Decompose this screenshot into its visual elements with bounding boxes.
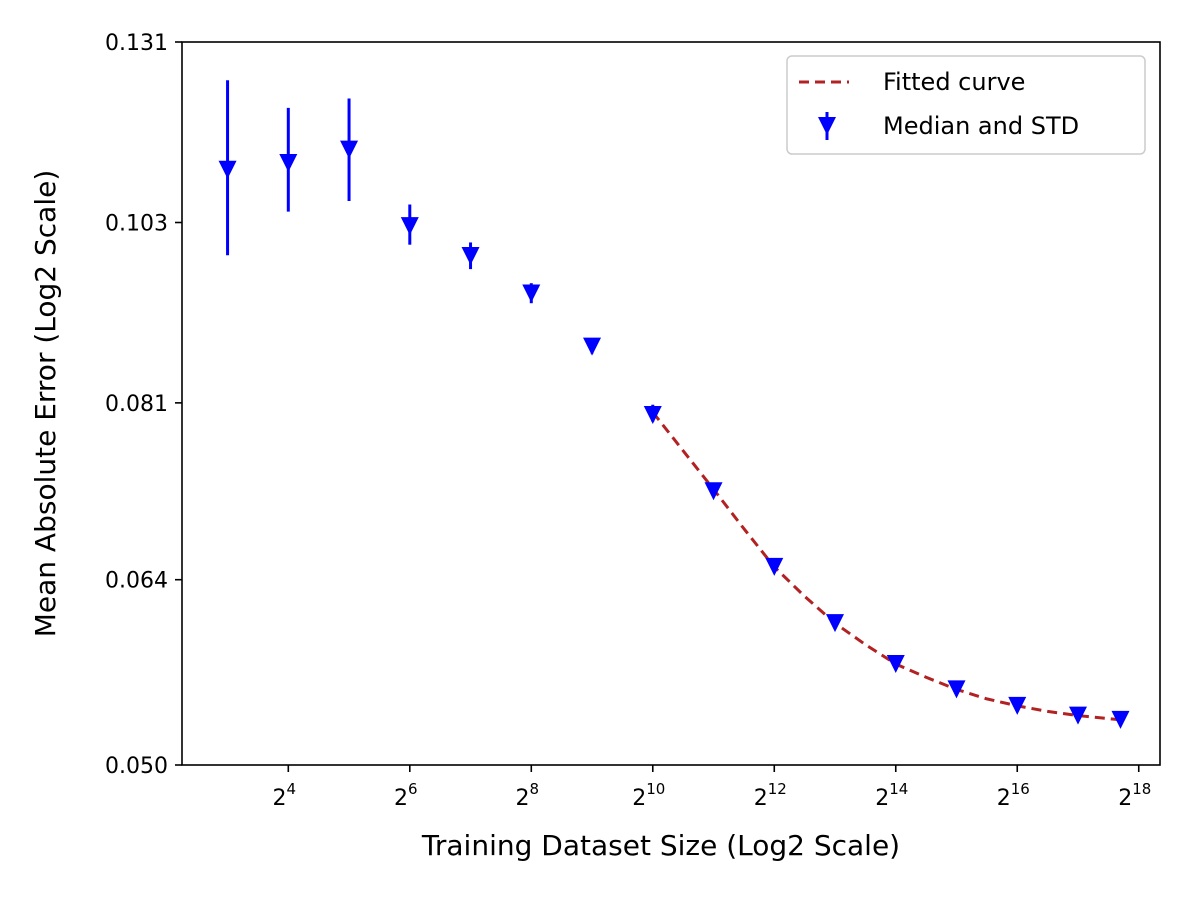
x-tick-label: 28 xyxy=(516,780,540,811)
median-marker xyxy=(1008,696,1027,715)
x-tick-label: 24 xyxy=(273,780,297,811)
legend-box xyxy=(786,55,1146,155)
y-tick-label: 0.064 xyxy=(105,569,168,594)
median-marker xyxy=(1068,706,1087,725)
legend-median-std-swatch xyxy=(818,112,836,140)
median-marker xyxy=(583,337,602,356)
x-tick-label: 214 xyxy=(875,780,908,811)
median-marker xyxy=(947,680,966,699)
y-tick-label: 0.050 xyxy=(105,754,168,779)
median-marker xyxy=(643,406,662,425)
y-tick-label: 0.131 xyxy=(105,31,168,56)
x-tick-label: 216 xyxy=(997,780,1030,811)
x-tick-label: 218 xyxy=(1118,780,1151,811)
median-marker xyxy=(1111,710,1130,729)
legend-triangle-sample xyxy=(818,117,836,135)
x-tick-label: 210 xyxy=(632,780,665,811)
median-marker xyxy=(279,153,298,172)
y-tick-label: 0.081 xyxy=(105,392,168,417)
median-marker xyxy=(522,284,541,303)
x-axis-title: Training Dataset Size (Log2 Scale) xyxy=(421,829,900,862)
median-marker xyxy=(826,614,845,633)
y-axis-title: Mean Absolute Error (Log2 Scale) xyxy=(29,170,62,638)
fitted-curve-line xyxy=(651,411,1121,722)
y-axis: 0.050 0.064 0.081 0.103 0.131 xyxy=(105,31,182,779)
median-marker xyxy=(704,482,723,501)
data-layer xyxy=(218,80,1130,729)
median-marker xyxy=(461,247,480,266)
median-marker xyxy=(218,160,237,179)
legend-fitted-curve-label: Fitted curve xyxy=(883,68,1025,96)
x-tick-label: 26 xyxy=(394,780,418,811)
legend: Fitted curve Median and STD xyxy=(786,55,1146,155)
x-tick-label: 212 xyxy=(754,780,787,811)
median-marker xyxy=(340,140,359,159)
median-marker xyxy=(765,557,784,576)
median-marker xyxy=(886,655,905,674)
legend-median-std-label: Median and STD xyxy=(883,112,1079,140)
median-marker xyxy=(400,217,419,236)
y-tick-label: 0.103 xyxy=(105,212,168,237)
x-axis: 24 26 28 210 212 214 216 218 xyxy=(273,765,1151,811)
